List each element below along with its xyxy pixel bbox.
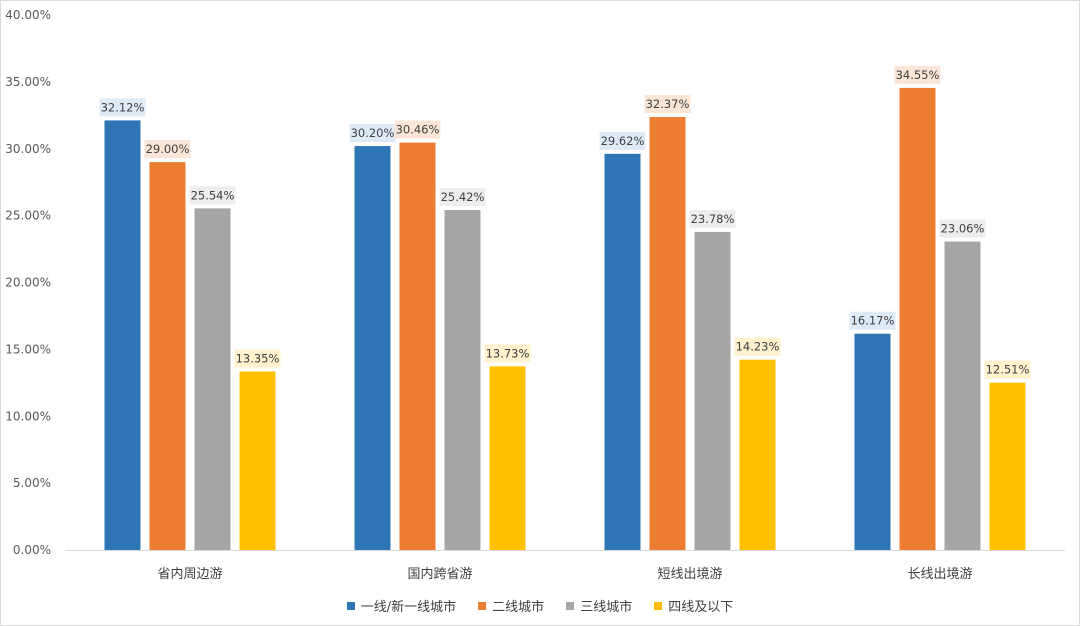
data-label-bg — [599, 131, 646, 150]
y-axis: 0.00% 5.00% 10.00% 15.00% 20.00% 25.00% 30.00%… — [5, 8, 51, 557]
data-label-bg — [939, 219, 986, 238]
data-label-bg — [894, 65, 941, 84]
data-label: 12.51% — [986, 363, 1030, 377]
bar — [354, 146, 391, 550]
legend-swatch — [478, 601, 487, 610]
y-tick-label: 40.00% — [5, 8, 51, 22]
x-category-label: 短线出境游 — [657, 567, 722, 582]
data-label: 32.37% — [646, 97, 690, 111]
bar — [239, 371, 276, 550]
data-label-bg — [189, 186, 236, 205]
data-label-bg — [689, 209, 736, 228]
bar — [854, 333, 891, 550]
data-label: 25.54% — [191, 188, 235, 202]
y-tick-label: 5.00% — [13, 476, 51, 490]
data-label: 14.23% — [736, 340, 780, 354]
legend-swatch — [654, 601, 663, 610]
data-label-bg — [734, 337, 781, 356]
legend-label: 三线城市 — [580, 600, 633, 615]
y-tick-label: 15.00% — [5, 342, 51, 356]
x-axis: 省内周边游 国内跨省游 短线出境游 长线出境游 — [65, 550, 1065, 582]
data-label-bg — [644, 95, 691, 114]
bars-group — [104, 87, 1026, 551]
data-label-bg — [144, 140, 191, 159]
data-label: 30.20% — [351, 126, 395, 140]
bar — [149, 162, 186, 550]
data-label: 29.62% — [601, 134, 645, 148]
x-category-label: 国内跨省游 — [407, 566, 472, 582]
x-category-label: 长线出境游 — [907, 567, 972, 582]
data-label-bg — [984, 360, 1031, 379]
legend-swatch — [566, 601, 575, 610]
x-category-label: 省内周边游 — [157, 566, 222, 582]
bar — [399, 142, 436, 550]
data-label-bg — [99, 98, 146, 117]
data-label: 30.46% — [396, 123, 440, 137]
data-label: 13.35% — [236, 351, 280, 365]
legend-item: 二线城市 — [478, 596, 544, 615]
data-label-bg — [234, 349, 281, 368]
data-label: 25.42% — [441, 190, 485, 204]
bar — [444, 210, 481, 550]
data-label-bg — [439, 188, 486, 207]
bar — [739, 359, 776, 550]
data-labels-group: 32.12% 29.00% 25.54% 13.35% 30.20% 30.46% 25.4… — [99, 65, 1031, 379]
data-label: 32.12% — [101, 100, 145, 114]
bar — [194, 208, 231, 550]
bar — [649, 117, 686, 551]
y-tick-label: 35.00% — [5, 75, 51, 89]
data-label: 23.06% — [941, 222, 985, 236]
bar — [899, 87, 936, 551]
y-tick-label: 30.00% — [5, 142, 51, 156]
data-label-bg — [849, 311, 896, 330]
bar — [489, 366, 526, 550]
legend: 一线/新一线城市 二线城市 三线城市 四线及以下 — [0, 596, 1080, 615]
bar — [989, 382, 1026, 550]
legend-item: 三线城市 — [566, 596, 632, 615]
data-label: 13.73% — [486, 346, 530, 360]
legend-item: 四线及以下 — [654, 596, 733, 615]
bar — [104, 120, 141, 551]
legend-item: 一线/新一线城市 — [346, 596, 457, 615]
bar — [944, 241, 981, 550]
data-label-bg — [394, 120, 441, 139]
legend-swatch — [346, 601, 355, 610]
data-label-bg — [349, 124, 396, 143]
data-label: 23.78% — [691, 212, 735, 226]
data-label: 16.17% — [851, 314, 895, 328]
data-label: 29.00% — [146, 142, 190, 156]
data-label: 34.55% — [896, 68, 940, 82]
legend-label: 二线城市 — [492, 600, 545, 615]
bar — [694, 231, 731, 550]
bar — [604, 153, 641, 550]
legend-label: 四线及以下 — [668, 600, 734, 615]
data-label-bg — [484, 344, 531, 363]
y-tick-label: 10.00% — [5, 409, 51, 423]
y-tick-label: 20.00% — [5, 276, 51, 290]
y-tick-label: 0.00% — [13, 543, 51, 557]
legend-label: 一线/新一线城市 — [360, 600, 457, 615]
y-tick-label: 25.00% — [5, 209, 51, 223]
